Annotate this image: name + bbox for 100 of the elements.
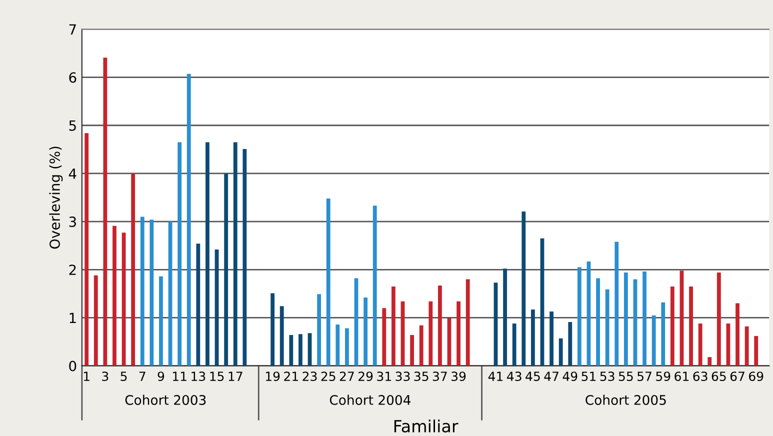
bar (438, 286, 442, 366)
bar (736, 303, 740, 366)
bar (596, 278, 600, 366)
bar (456, 301, 460, 366)
x-tick-label: 45 (526, 372, 540, 382)
bar (270, 293, 275, 366)
bar (428, 301, 433, 366)
bar (289, 335, 294, 366)
y-tick-label: 0 (69, 360, 76, 372)
x-tick-label: 29 (358, 372, 373, 382)
x-tick-label: 31 (377, 372, 391, 382)
y-tick-label: 1 (70, 312, 76, 323)
x-tick-label: 61 (674, 372, 689, 382)
bar (84, 133, 89, 366)
bar (419, 325, 424, 366)
bar (670, 286, 674, 366)
bar (577, 267, 582, 366)
bar (708, 357, 712, 366)
bar (522, 211, 526, 366)
x-tick-label: 27 (340, 372, 354, 381)
x-tick-label: 25 (321, 372, 336, 382)
bar (558, 338, 563, 366)
bar (233, 142, 238, 366)
bar (512, 323, 516, 366)
bar (103, 58, 108, 366)
bar (317, 294, 322, 366)
bar (410, 335, 414, 366)
y-tick-label: 3 (69, 216, 76, 228)
x-tick-label: 17 (228, 372, 242, 381)
bar (568, 322, 572, 366)
bar (661, 302, 666, 366)
text: Cohort 2004 (330, 394, 411, 405)
bar (382, 308, 386, 366)
bar (698, 323, 702, 366)
y-tick-label: 7 (69, 24, 76, 34)
x-tick-label: 23 (302, 372, 317, 382)
bar (605, 289, 610, 366)
x-axis-title: Familiar (394, 420, 458, 432)
x-tick-label: 47 (544, 372, 558, 381)
bar (159, 276, 163, 366)
y-tick-label: 4 (68, 168, 76, 179)
bar (364, 298, 368, 366)
bar (112, 226, 116, 366)
x-tick-label: 65 (712, 372, 726, 382)
x-tick-label: 39 (452, 372, 466, 382)
y-tick-label: 2 (69, 264, 76, 275)
bar (140, 216, 144, 366)
bar (642, 272, 646, 366)
y-tick-label: 5 (69, 120, 76, 131)
bar (336, 324, 340, 366)
bar (242, 148, 247, 366)
bar (689, 286, 693, 366)
x-tick-label: 33 (396, 372, 410, 382)
bar (754, 336, 758, 366)
x-tick-label: 57 (638, 372, 652, 382)
bar (652, 315, 656, 366)
x-tick-label: 63 (693, 372, 708, 382)
bar (466, 279, 470, 366)
x-tick-label: 69 (749, 372, 764, 382)
bar (716, 272, 721, 366)
x-tick-label: 1 (84, 372, 90, 381)
x-tick-label: 49 (562, 372, 578, 382)
text: Cohort 2005 (586, 394, 666, 405)
y-tick-label: 6 (69, 72, 76, 83)
bar (131, 173, 136, 366)
x-tick-label: 11 (173, 372, 186, 381)
x-tick-label: 37 (432, 372, 447, 382)
x-tick-label: 19 (266, 372, 280, 382)
x-tick-label: 3 (102, 372, 108, 382)
y-axis-title: Overleving (%) (49, 146, 63, 249)
bar (206, 142, 210, 366)
bar (150, 220, 154, 366)
bar (614, 242, 619, 366)
bar (530, 310, 535, 366)
bar (186, 74, 191, 366)
bar (503, 268, 507, 366)
x-tick-label: 13 (192, 372, 206, 382)
bar (280, 306, 284, 366)
x-tick-label: 21 (284, 372, 298, 381)
bar (326, 198, 330, 366)
x-tick-label: 9 (158, 372, 164, 382)
x-tick-label: 41 (488, 372, 503, 381)
bar (178, 142, 182, 366)
bar (624, 272, 628, 366)
bar (196, 244, 200, 366)
x-tick-label: 15 (210, 372, 224, 382)
x-tick-label: 43 (507, 372, 522, 382)
bar (744, 326, 749, 366)
x-tick-label: 53 (600, 372, 614, 382)
x-tick-label: 5 (120, 372, 127, 382)
bar (345, 328, 349, 366)
bar (372, 206, 377, 366)
bar (550, 311, 554, 366)
text: Cohort 2003 (125, 394, 206, 405)
x-tick-label: 51 (582, 372, 596, 382)
bar (392, 286, 396, 366)
x-tick-label: 7 (139, 372, 146, 381)
bar (224, 173, 228, 366)
x-tick-label: 67 (730, 372, 744, 382)
x-tick-label: 55 (618, 372, 633, 382)
